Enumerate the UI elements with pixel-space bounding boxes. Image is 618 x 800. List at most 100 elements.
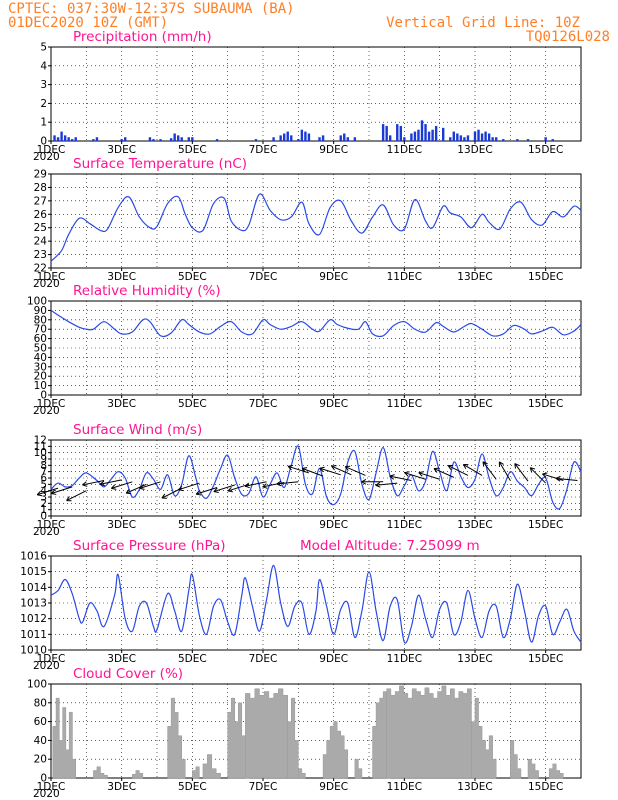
- wind-arrow: [178, 482, 200, 492]
- x-year-label: 2020: [33, 660, 60, 672]
- precip-bar: [424, 124, 427, 141]
- x-tick-label: 3DEC: [107, 144, 136, 156]
- panel-title: Precipitation (mm/h): [73, 29, 212, 45]
- y-tick-label: 100: [27, 296, 47, 308]
- x-tick-label: 13DEC: [457, 144, 492, 156]
- rh-line: [50, 309, 582, 338]
- y-tick-label: 10: [34, 380, 47, 392]
- precip-bar: [120, 139, 123, 141]
- cloud-area: [354, 758, 363, 779]
- precip-bar: [413, 131, 417, 141]
- precip-bar: [399, 125, 402, 141]
- wind-arrow: [529, 467, 547, 484]
- wind-arrow: [195, 487, 218, 496]
- x-tick-label: 11DEC: [387, 398, 422, 410]
- x-tick-label: 1DEC: [37, 781, 66, 793]
- precip-bar: [480, 133, 484, 141]
- precip-bar: [124, 137, 127, 141]
- cloud-area: [527, 758, 539, 779]
- y-tick-label: 5: [40, 479, 47, 491]
- cloud-area: [548, 763, 564, 779]
- cloud-area: [192, 766, 200, 779]
- x-tick-label: 7DEC: [249, 519, 278, 531]
- precip-bar: [191, 137, 194, 141]
- x-tick-label: 1DEC: [37, 144, 66, 156]
- precip-bar: [526, 139, 530, 141]
- precip-bar: [60, 131, 63, 141]
- precip-bar: [417, 129, 420, 141]
- wind-arrow: [244, 481, 267, 489]
- x-tick-label: 5DEC: [178, 781, 207, 793]
- x-tick-label: 15DEC: [528, 271, 563, 283]
- x-tick-label: 15DEC: [528, 653, 563, 665]
- panel-precip: 0 1 2 3 4 5 1DEC 3DEC 5DEC 7DEC 9DEC 11DEC 13DEC 15DE…: [33, 29, 582, 163]
- y-tick-label: 22: [34, 263, 47, 275]
- wind-arrow: [66, 490, 87, 502]
- cloud-area: [52, 697, 76, 779]
- precip-bar: [254, 139, 258, 141]
- precip-bar: [551, 139, 554, 141]
- y-tick-label: 1012: [20, 613, 47, 625]
- x-tick-label: 13DEC: [457, 271, 492, 283]
- y-tick-label: 80: [34, 697, 47, 709]
- y-tick-label: 60: [34, 333, 47, 345]
- header-model: TQ0126L028: [526, 29, 610, 45]
- y-tick-label: 20: [34, 754, 47, 766]
- y-tick-label: 1: [40, 504, 47, 516]
- x-tick-label: 9DEC: [319, 653, 348, 665]
- precip-bar: [442, 127, 445, 141]
- plot-frame: [50, 683, 582, 779]
- wind-arrow: [482, 461, 497, 480]
- cloud-area: [132, 770, 144, 779]
- cloud-area: [93, 766, 108, 779]
- x-tick-label: 11DEC: [387, 271, 422, 283]
- y-tick-label: 8: [40, 460, 47, 472]
- precip-bar: [307, 133, 311, 141]
- header-date: 01DEC2020 10Z (GMT): [8, 15, 168, 31]
- y-tick-label: 10: [34, 447, 47, 459]
- y-tick-label: 1013: [20, 598, 47, 610]
- y-tick-label: 1015: [20, 566, 47, 578]
- cloud-area: [202, 754, 221, 779]
- header-station: CPTEC: 037:30W-12:37S SUBAUMA (BA): [8, 1, 295, 17]
- x-tick-label: 5DEC: [178, 144, 207, 156]
- precip-bar: [353, 137, 357, 141]
- wind-arrow: [82, 480, 105, 487]
- x-tick-label: 15DEC: [528, 398, 563, 410]
- y-tick-label: 1: [40, 117, 47, 129]
- precip-bar: [173, 133, 176, 141]
- precip-bar: [290, 135, 293, 141]
- precip-bar: [491, 137, 494, 141]
- y-tick-label: 90: [34, 305, 47, 317]
- precip-bar: [180, 137, 183, 141]
- wind-arrow: [213, 484, 235, 494]
- x-tick-label: 7DEC: [249, 653, 278, 665]
- panel-pres: 1010 1011 1012 1013 1014 1015 1016 1DEC 3DEC 5DEC…: [20, 538, 582, 672]
- x-tick-label: 3DEC: [107, 653, 136, 665]
- precip-bar: [63, 135, 67, 141]
- y-tick-label: 1014: [20, 582, 47, 594]
- precip-bar: [187, 137, 190, 141]
- precip-bar: [159, 139, 162, 141]
- precip-bar: [95, 137, 99, 141]
- wind-arrow: [276, 480, 299, 487]
- precip-bar: [516, 139, 519, 141]
- x-tick-label: 1DEC: [37, 519, 66, 531]
- y-tick-label: 4: [40, 60, 47, 72]
- precip-bar: [67, 137, 70, 141]
- x-tick-label: 5DEC: [178, 519, 207, 531]
- x-tick-label: 3DEC: [107, 398, 136, 410]
- x-year-label: 2020: [33, 151, 60, 163]
- x-tick-label: 1DEC: [37, 271, 66, 283]
- y-tick-label: 9: [40, 454, 47, 466]
- wind-arrow: [319, 466, 341, 476]
- x-year-label: 2020: [33, 526, 60, 538]
- precip-bar: [466, 135, 470, 141]
- precip-bar: [502, 139, 505, 141]
- precip-bar: [339, 135, 342, 141]
- y-tick-label: 30: [34, 361, 47, 373]
- y-tick-label: 20: [34, 371, 47, 383]
